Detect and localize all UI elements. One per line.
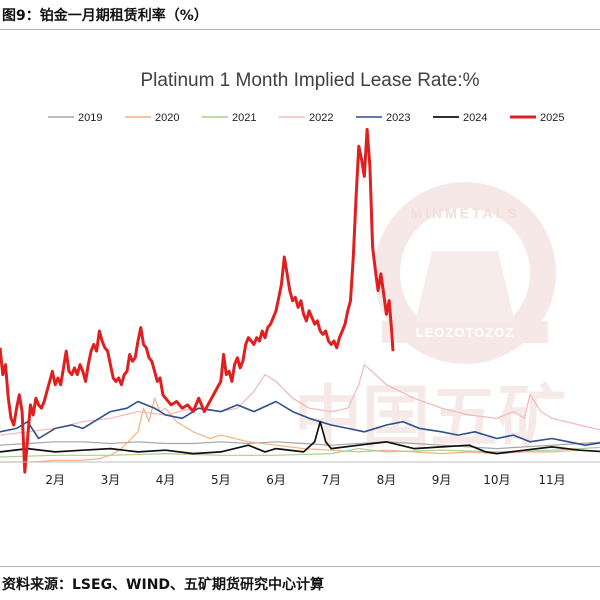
x-tick-label: 4月 <box>156 473 176 487</box>
legend-label-2022: 2022 <box>309 112 333 124</box>
legend-label-2024: 2024 <box>463 112 487 124</box>
x-tick-label: 5月 <box>211 473 231 487</box>
header-rule <box>0 29 600 30</box>
watermark-logo-text: MINMETALS <box>410 205 519 221</box>
chart-container: LEOZOTOZOZ MINMETALS 中国五矿 Platinum 1 Mon… <box>0 36 600 566</box>
x-axis: 2月3月4月5月6月7月8月9月10月11月12 <box>45 473 600 487</box>
series-line-2023 <box>0 400 600 446</box>
figure-header: 图9：铂金一月期租赁利率（%） <box>0 0 600 30</box>
x-tick-label: 2月 <box>45 473 65 487</box>
x-tick-label: 10月 <box>483 473 510 487</box>
chart-legend: 2019 2020 2021 2022 2023 2024 2025 <box>48 112 564 124</box>
legend-label-2023: 2023 <box>386 112 410 124</box>
series-line-2024 <box>0 420 600 455</box>
watermark: LEOZOTOZOZ MINMETALS 中国五矿 <box>294 182 566 458</box>
watermark-text: 中国五矿 <box>294 379 566 458</box>
series-line-2021 <box>0 446 600 458</box>
watermark-logo-ring <box>374 182 556 364</box>
figure-caption: 图9：铂金一月期租赁利率（%） <box>2 8 208 24</box>
series-line-2019 <box>0 441 600 450</box>
source-note: 资料来源：LSEG、WIND、五矿期货研究中心计算 <box>2 577 325 593</box>
x-tick-label: 11月 <box>538 473 565 487</box>
series-line-2022 <box>0 364 600 436</box>
legend-label-2025: 2025 <box>540 112 564 124</box>
watermark-logo-band-text: LEOZOTOZOZ <box>416 325 515 340</box>
line-chart: LEOZOTOZOZ MINMETALS 中国五矿 Platinum 1 Mon… <box>0 70 600 487</box>
series-line-2025 <box>0 127 395 474</box>
x-tick-label: 6月 <box>266 473 286 487</box>
series-line-2020 <box>0 397 600 463</box>
chart-title: Platinum 1 Month Implied Lease Rate:% <box>140 70 479 91</box>
x-tick-label: 9月 <box>432 473 452 487</box>
legend-label-2019: 2019 <box>78 112 102 124</box>
x-tick-label: 7月 <box>321 473 341 487</box>
watermark-logo-band <box>382 321 548 343</box>
legend-label-2020: 2020 <box>155 112 179 124</box>
plot-area <box>0 127 600 474</box>
footer-rule <box>0 566 600 567</box>
x-tick-label: 3月 <box>101 473 121 487</box>
x-tick-label: 8月 <box>377 473 397 487</box>
legend-label-2021: 2021 <box>232 112 256 124</box>
watermark-logo-arch <box>412 251 518 336</box>
